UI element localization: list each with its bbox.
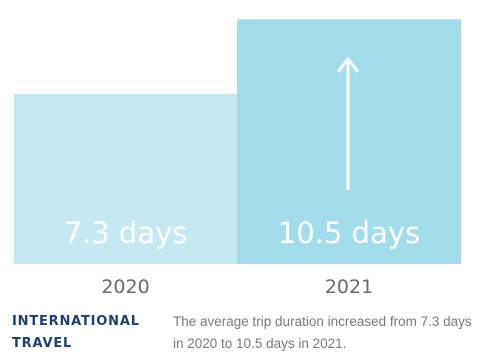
value-label-2020: 7.3 days <box>64 216 188 250</box>
value-label-2021: 10.5 days <box>278 216 420 250</box>
up-arrow-icon <box>336 56 360 190</box>
chart-caption: The average trip duration increased from… <box>173 314 472 351</box>
category-label-2021: 2021 <box>325 276 373 298</box>
bar-chart: 7.3 days 2020 10.5 days 2021 <box>14 19 461 298</box>
bar-2020 <box>14 93 237 264</box>
category-label-2020: 2020 <box>101 276 149 298</box>
category-title: INTERNATIONAL TRAVEL <box>12 314 140 351</box>
